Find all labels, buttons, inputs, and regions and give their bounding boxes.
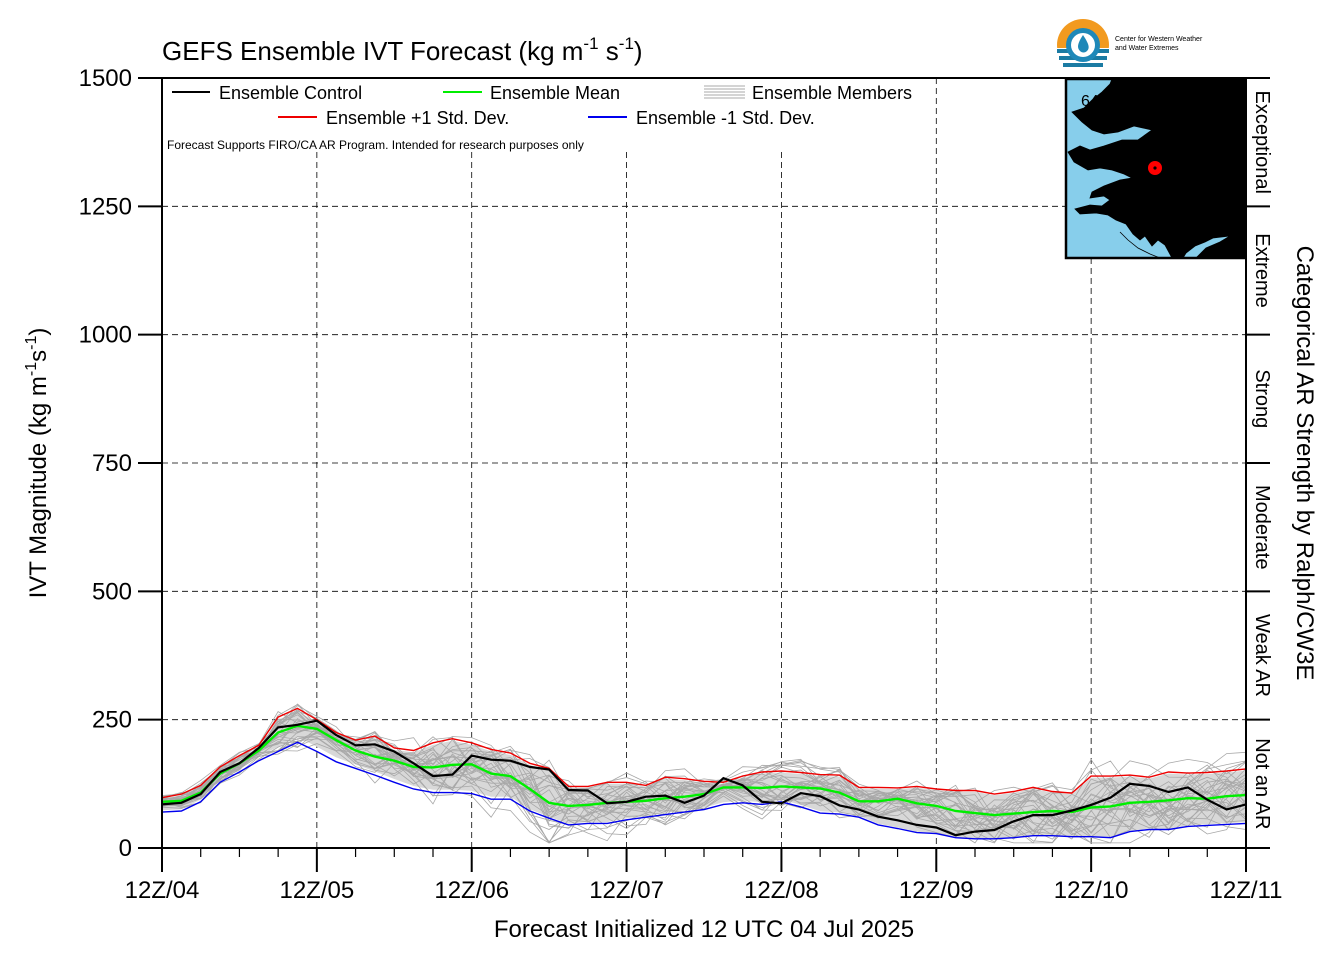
category-label: Strong	[1251, 369, 1273, 428]
x-tick-label: 12Z/04	[125, 877, 200, 904]
series-line-minus-std	[161, 741, 1247, 840]
category-axis-label: Categorical AR Strength by Ralph/CW3E	[1291, 246, 1318, 681]
water-drop-icon	[1078, 35, 1089, 53]
category-axis: Not an AR Weak AR Moderate Strong Extreme Exc…	[1246, 77, 1273, 849]
x-tick-label: 12Z/05	[279, 877, 354, 904]
series-line-plus-std	[161, 707, 1247, 799]
legend-members: Ensemble Members	[752, 83, 912, 103]
x-tick-label: 12Z/08	[744, 877, 819, 904]
category-label: Exceptional	[1251, 90, 1273, 193]
y-axis: 0 250 500 750 1000 1250 1500	[79, 65, 162, 862]
y-tick-label: 1250	[79, 193, 132, 220]
cw3e-logo: Center for Western Weather and Water Ext…	[1055, 19, 1203, 74]
logo-text-line1: Center for Western Weather	[1115, 36, 1203, 43]
y-tick-label: 1500	[79, 65, 132, 92]
ensemble-member-line	[161, 703, 1247, 835]
x-tick-label: 12Z/10	[1054, 877, 1129, 904]
legend-control: Ensemble Control	[219, 83, 362, 103]
category-label: Extreme	[1251, 233, 1273, 307]
x-axis: 12Z/04 12Z/05 12Z/06 12Z/07 12Z/08 12Z/09 12Z/…	[125, 848, 1283, 904]
y-tick-label: 1000	[79, 322, 132, 349]
ensemble-member-line	[161, 730, 1247, 844]
x-tick-label: 12Z/07	[589, 877, 664, 904]
ensemble-member-line	[161, 709, 1247, 829]
y-tick-label: 500	[92, 578, 132, 605]
chart-title: GEFS Ensemble IVT Forecast (kg m-1 s-1)	[162, 34, 643, 66]
y-axis-label: IVT Magnitude (kg m-1s-1)	[23, 328, 52, 599]
ensemble-member-line	[161, 725, 1247, 844]
x-tick-label: 12Z/09	[899, 877, 974, 904]
ensemble-member-line	[161, 718, 1247, 829]
research-note: Forecast Supports FIRO/CA AR Program. In…	[167, 138, 584, 152]
x-axis-label: Forecast Initialized 12 UTC 04 Jul 2025	[494, 916, 914, 943]
category-label: Moderate	[1251, 485, 1273, 570]
category-label: Weak AR	[1251, 614, 1273, 697]
y-tick-label: 0	[119, 835, 132, 862]
series-line-control	[161, 719, 1247, 837]
series-lines	[161, 707, 1247, 840]
category-label: Not an AR	[1251, 738, 1273, 829]
map-inset: 64.0°N, 160.5°W	[1064, 77, 1247, 260]
x-tick-label: 12Z/11	[1210, 877, 1283, 904]
x-tick-label: 12Z/06	[434, 877, 509, 904]
ensemble-member-line	[161, 705, 1247, 827]
legend: Ensemble Control Ensemble Mean Ensemble …	[167, 83, 912, 152]
grid-lines	[162, 78, 1246, 848]
legend-mean: Ensemble Mean	[490, 83, 620, 103]
logo-text-line2: and Water Extremes	[1115, 45, 1179, 52]
y-tick-label: 750	[92, 450, 132, 477]
y-tick-label: 250	[92, 707, 132, 734]
map-location-label: 64.0°N, 160.5°W	[1081, 93, 1201, 110]
legend-plus-std: Ensemble +1 Std. Dev.	[326, 108, 509, 128]
legend-minus-std: Ensemble -1 Std. Dev.	[636, 108, 815, 128]
